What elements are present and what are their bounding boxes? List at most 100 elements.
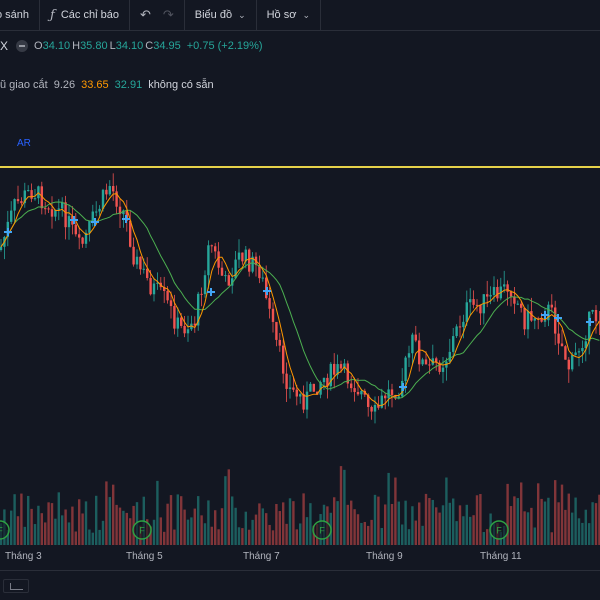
indicator-legend[interactable]: ũ giao cắt 9.26 33.65 32.91 không có sẵn [0, 77, 214, 93]
candle-body [129, 220, 132, 247]
volume-bar [564, 509, 567, 545]
earnings-badge-icon[interactable]: F [489, 520, 509, 540]
volume-bar [288, 498, 292, 545]
candle-body [13, 199, 16, 211]
earnings-badge-icon[interactable]: F [0, 520, 10, 540]
volume-bar [295, 529, 298, 545]
volume-bar [248, 529, 251, 545]
volume-bar [210, 526, 213, 545]
volume-bar [20, 493, 23, 545]
volume-bar [224, 476, 227, 545]
volume-bar [173, 529, 176, 545]
candle-body [299, 394, 302, 397]
volume-bar [197, 496, 200, 545]
candle-body [421, 359, 424, 365]
volume-bar [176, 494, 179, 545]
candle-body [57, 208, 60, 210]
candle-body [465, 302, 468, 322]
visibility-toggle-icon[interactable] [16, 40, 29, 52]
undo-arrow-icon[interactable]: ↶ [139, 7, 151, 22]
volume-bar [57, 492, 60, 545]
toolbar-divider [128, 0, 130, 31]
toolbar-divider [39, 0, 41, 31]
candle-body [462, 321, 465, 328]
candle-body [370, 406, 373, 412]
candle-body [550, 304, 553, 308]
candle-body [472, 299, 475, 305]
candle-body [581, 347, 584, 352]
candle-body [288, 387, 292, 389]
x-axis-label: Tháng 3 [5, 551, 42, 562]
volume-bar [10, 510, 13, 545]
volume-bar [343, 469, 346, 545]
indicators-button[interactable]: ƒ Các chỉ báo [40, 0, 129, 31]
volume-bar [390, 503, 394, 545]
volume-bar [217, 529, 220, 545]
candle-body [268, 298, 271, 309]
volume-bar [254, 514, 258, 545]
bottom-bar [0, 570, 600, 600]
event-badges[interactable]: FFFF [0, 520, 509, 540]
volume-bar [353, 509, 356, 545]
earnings-badge-label: F [319, 526, 325, 536]
candle-body [479, 304, 482, 314]
volume-bar [115, 504, 118, 545]
candle-body [169, 300, 173, 307]
volume-bar [84, 501, 88, 545]
candle-body [40, 186, 43, 209]
volume-bar [305, 517, 309, 545]
volume-bar [455, 521, 458, 545]
volume-bar [6, 529, 9, 545]
undo-redo-group: ↶ ↷ [130, 0, 184, 31]
volume-bar [363, 521, 366, 545]
candle-body [513, 296, 516, 304]
volume-bar [571, 512, 574, 545]
candle-body [397, 396, 400, 399]
earnings-badge-icon[interactable]: F [312, 520, 332, 540]
volume-bar [469, 516, 472, 545]
candle-body [316, 391, 319, 395]
volume-bar [292, 501, 295, 545]
volume-bar [367, 525, 370, 545]
volume-bar [37, 505, 40, 545]
chart-type-dropdown[interactable]: Biểu đồ ⌄ [185, 0, 256, 31]
symbol-name[interactable]: X [0, 39, 9, 53]
cross-marker-icon [91, 218, 99, 226]
candle-body [390, 389, 394, 396]
ohlc-header: X O 34.10 H 35.80 L 34.10 C 34.95 +0.75 (+2.… [0, 36, 263, 56]
redo-arrow-icon[interactable]: ↷ [162, 7, 174, 22]
candle-body [526, 311, 530, 330]
candle-body [16, 199, 20, 202]
candle-body [50, 209, 54, 217]
candle-body [67, 216, 71, 228]
candle-body [54, 209, 57, 217]
candle-body [214, 246, 217, 252]
volume-bar [74, 531, 77, 545]
chart-toggle-icon[interactable] [3, 579, 29, 593]
open-value: 34.10 [42, 40, 71, 52]
candle-body [261, 277, 264, 279]
profile-dropdown[interactable]: Hồ sơ ⌄ [257, 0, 320, 31]
earnings-badge-icon[interactable]: F [132, 520, 152, 540]
cross-marker-icon [399, 383, 407, 391]
volume-bar [394, 477, 397, 545]
candle-body [193, 323, 196, 326]
compare-button[interactable]: o sánh [0, 0, 39, 31]
volume-bar [312, 525, 315, 545]
candle-body [203, 275, 207, 295]
volume-bar [231, 496, 234, 545]
cross-markers [4, 215, 594, 391]
candle-body [47, 208, 50, 210]
candle-body [163, 287, 166, 291]
volume-bar [108, 497, 111, 545]
candle-body [183, 325, 186, 334]
volume-bar [401, 524, 404, 545]
cross-marker-icon [263, 287, 271, 295]
candle-body [61, 202, 64, 209]
volume-bar [438, 512, 441, 545]
volume-bar [387, 472, 390, 545]
candle-body [455, 326, 458, 337]
candle-body [567, 359, 570, 370]
candle-body [207, 245, 210, 276]
